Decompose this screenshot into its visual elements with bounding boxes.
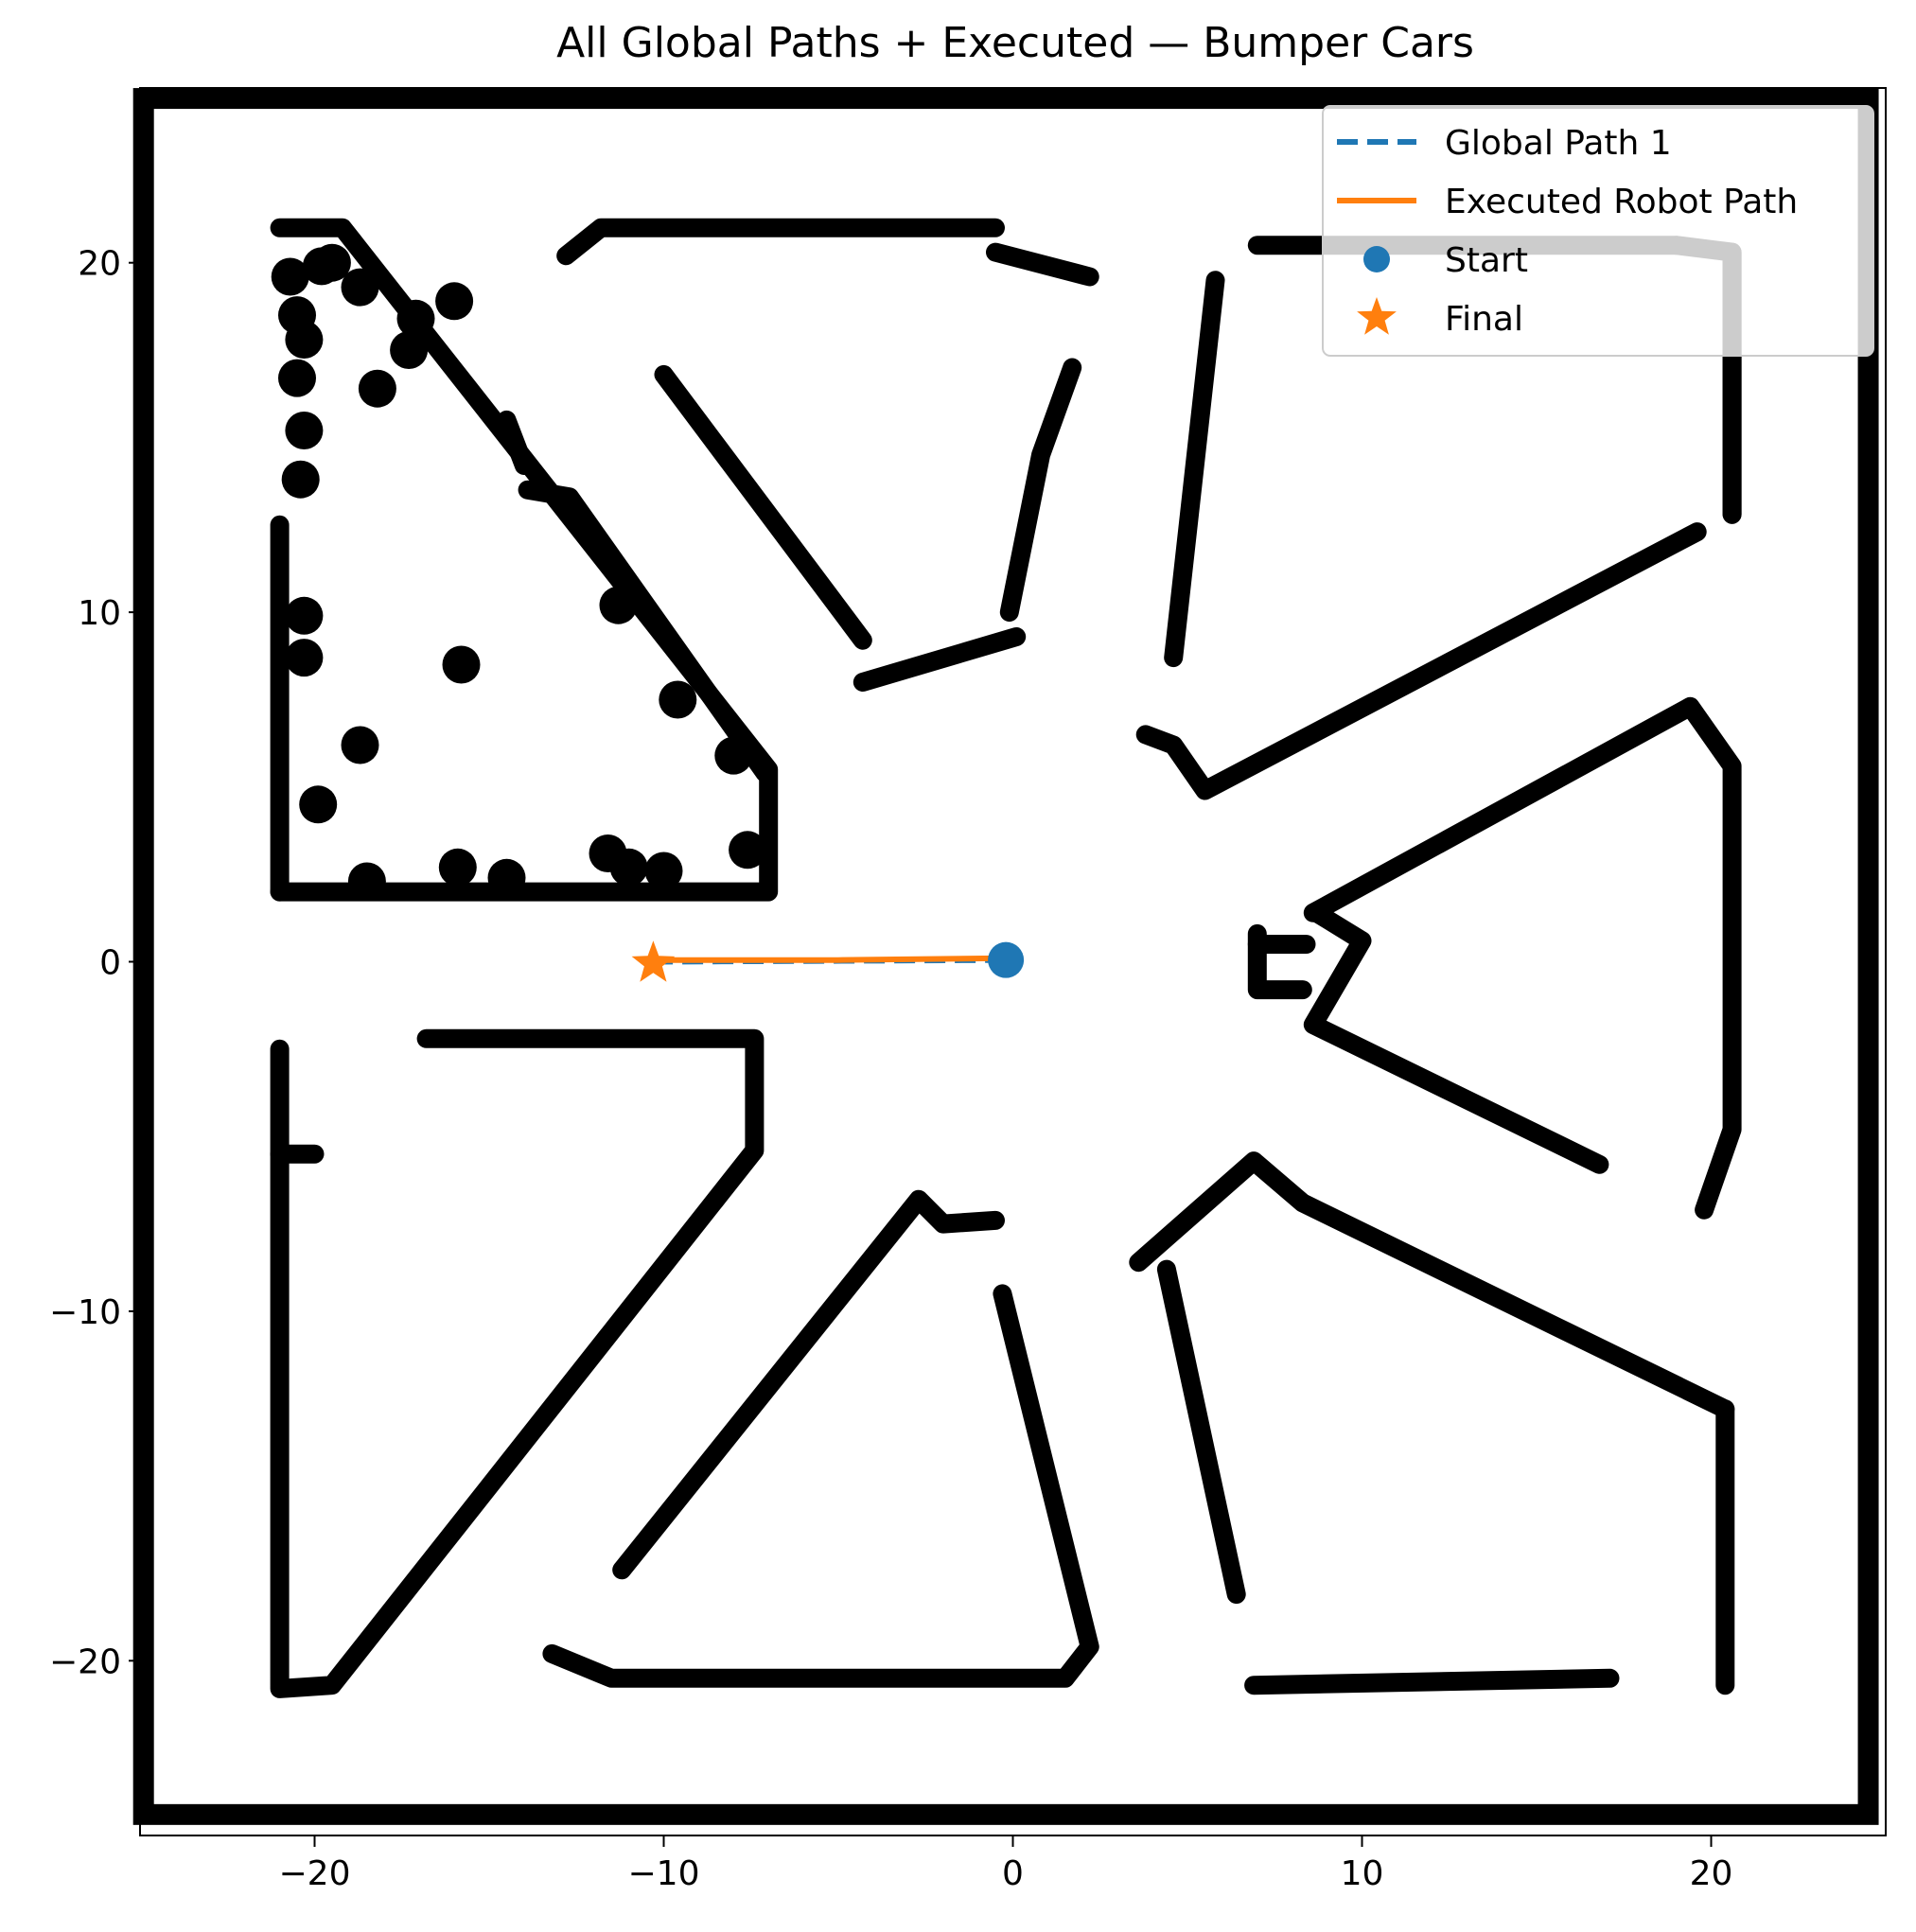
map-wall: [1164, 271, 1225, 668]
y-axis: −20 −10 0 10 20: [49, 245, 140, 1681]
legend-start-label: Start: [1445, 241, 1528, 280]
x-tick-label: 0: [1002, 1854, 1024, 1893]
series-executed-robot-path: [652, 955, 1007, 965]
map-wall: [654, 364, 872, 650]
y-tick-label: 10: [78, 594, 121, 633]
y-tick-label: 20: [78, 245, 121, 284]
map-obstacle: [341, 268, 379, 307]
map-obstacle: [599, 586, 638, 624]
map-obstacle: [302, 247, 341, 286]
map-obstacle: [644, 852, 683, 890]
map-wall: [1129, 1151, 1735, 1419]
map-wall: [542, 1284, 1099, 1688]
map-wall: [612, 1189, 1005, 1580]
map-wall: [986, 242, 1099, 287]
map-wall: [1303, 903, 1609, 1174]
map-wall: [1244, 1668, 1620, 1695]
y-tick-label: 0: [99, 944, 121, 983]
map-wall: [999, 358, 1082, 623]
map-wall: [518, 480, 775, 782]
plot-series: [631, 940, 1025, 982]
map-obstacle: [659, 680, 697, 719]
map-wall: [270, 1028, 765, 1698]
x-tick-label: −20: [279, 1854, 351, 1893]
map-obstacle: [285, 321, 324, 359]
legend: Global Path 1 Executed Robot Path Start …: [1322, 105, 1874, 357]
map-wall: [497, 410, 534, 475]
map-obstacle: [281, 460, 320, 499]
chart-title: All Global Paths + Executed — Bumper Car…: [556, 19, 1474, 67]
map-obstacle: [285, 596, 324, 635]
map-obstacle: [347, 862, 386, 901]
map-obstacle: [487, 858, 526, 897]
map-obstacle: [396, 299, 435, 338]
map-obstacle: [390, 331, 429, 369]
map-wall: [853, 627, 1027, 692]
map-obstacle: [609, 848, 648, 887]
map-obstacle: [341, 726, 379, 764]
y-tick-label: −20: [49, 1642, 121, 1681]
x-tick-label: 10: [1341, 1854, 1384, 1893]
x-tick-label: −10: [628, 1854, 700, 1893]
map-wall: [1303, 696, 1742, 1220]
map-obstacle: [729, 831, 767, 869]
legend-final-label: Final: [1445, 300, 1523, 339]
legend-start-swatch: [1363, 246, 1390, 272]
map-obstacle: [271, 257, 309, 296]
map-obstacle: [285, 639, 324, 677]
map-wall: [1135, 522, 1707, 800]
map-obstacle: [435, 282, 474, 321]
map-obstacle: [278, 359, 316, 397]
map-obstacle: [442, 645, 481, 684]
map-wall: [1156, 1259, 1246, 1605]
map-obstacle: [358, 369, 396, 408]
map-obstacle: [285, 412, 324, 449]
legend-final-swatch: [1357, 297, 1397, 335]
map-obstacle: [299, 785, 338, 824]
x-axis: −20 −10 0 10 20: [279, 1835, 1733, 1893]
map-obstacle: [714, 736, 753, 775]
legend-executed-path-label: Executed Robot Path: [1445, 183, 1798, 221]
map-wall: [556, 218, 1005, 266]
legend-box: [1322, 105, 1874, 357]
map-obstacle: [438, 848, 477, 887]
start-marker: [988, 941, 1025, 978]
map-boundary-wall: [132, 88, 1879, 1825]
legend-global-path-label: Global Path 1: [1445, 124, 1672, 163]
final-marker: [631, 940, 676, 982]
x-tick-label: 20: [1690, 1854, 1733, 1893]
y-tick-label: −10: [49, 1293, 121, 1332]
occupancy-map: [132, 88, 1879, 1825]
